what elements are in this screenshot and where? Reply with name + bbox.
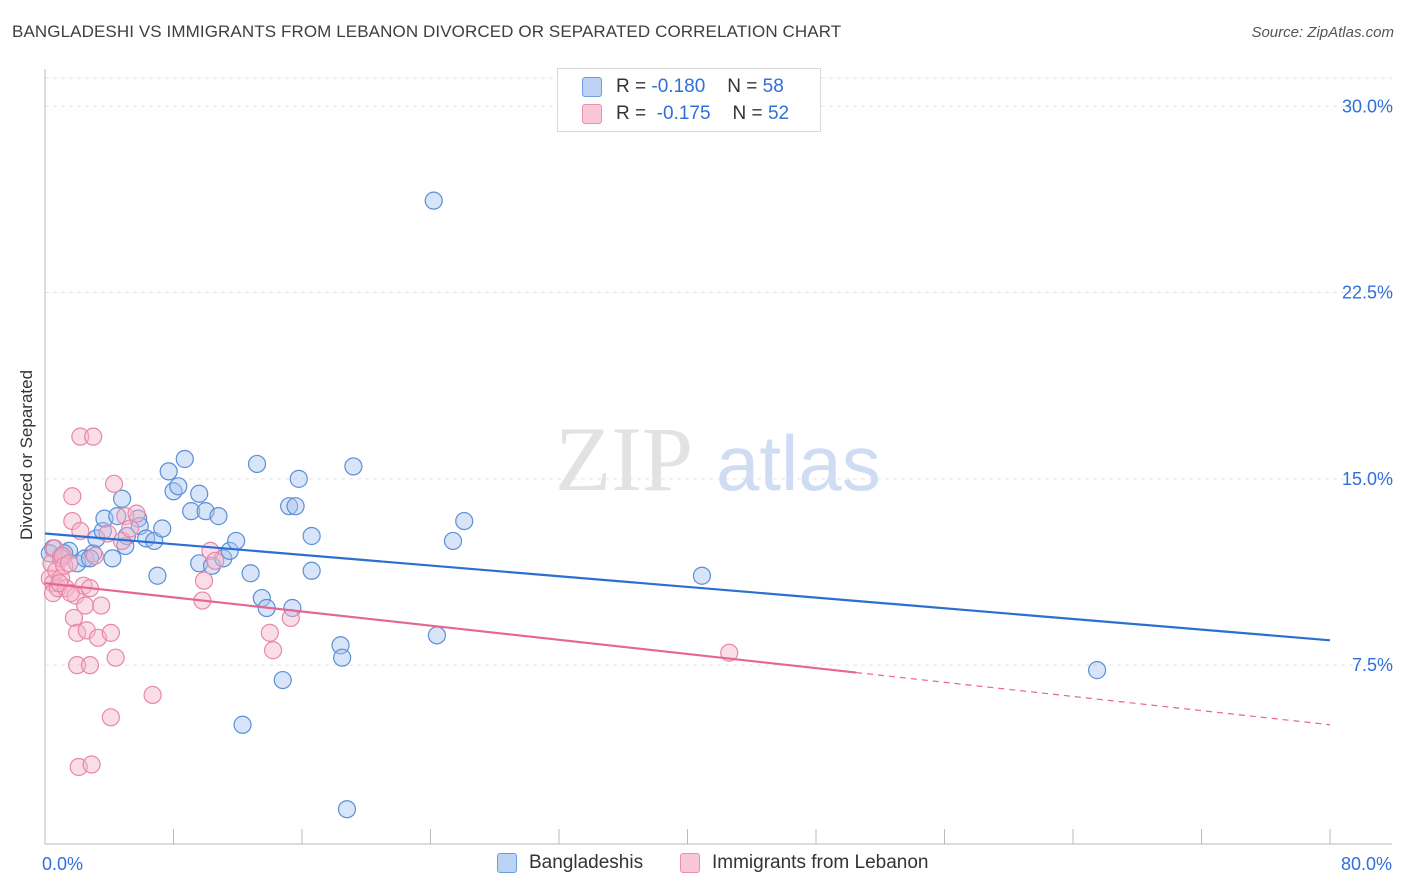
lebanon-trend-line: [44, 582, 857, 674]
bangladeshis-trend-line: [44, 532, 1331, 642]
lebanon-point: [63, 487, 82, 506]
source-credit: Source: ZipAtlas.com: [1251, 24, 1394, 41]
lebanon-point: [263, 641, 283, 660]
legend-row-bangladeshis: R = -0.180 N = 58: [582, 74, 784, 100]
bangladeshis-point: [190, 484, 209, 503]
lebanon-point: [80, 656, 100, 675]
series-legend: Bangladeshis Immigrants from Lebanon: [0, 852, 1406, 878]
bangladeshis-point: [443, 531, 463, 551]
lebanon-point: [61, 584, 80, 603]
bangladeshis-point: [302, 561, 321, 580]
legend-r-label: R =: [616, 76, 647, 97]
lebanon-point: [143, 685, 162, 705]
legend-n-value: 52: [767, 103, 790, 124]
lebanon-point: [260, 623, 279, 642]
y-axis-label: Divorced or Separated: [17, 369, 36, 541]
bangladeshis-point: [286, 497, 305, 516]
legend-n-label: N =: [732, 103, 763, 124]
legend-row-lebanon: R = -0.175 N = 52: [582, 101, 789, 127]
bangladeshis-point: [80, 549, 100, 568]
lebanon-point: [71, 427, 90, 446]
legend-r-label: R =: [616, 103, 647, 124]
lebanon-point: [84, 427, 103, 446]
bangladeshis-point: [227, 531, 246, 551]
blue-swatch: [582, 77, 602, 97]
legend-r-value: -0.175: [656, 103, 711, 124]
lebanon-point: [106, 648, 125, 667]
bangladeshis-point: [103, 549, 122, 568]
x-tick-label: 0.0%: [42, 854, 83, 874]
pink-swatch: [680, 853, 700, 873]
y-tick-label: 30.0%: [1342, 96, 1393, 116]
tick-labels: 7.5% 15.0% 22.5% 30.0% 0.0% 80.0%: [42, 96, 1393, 874]
lebanon-point: [59, 554, 79, 573]
lebanon-point: [55, 556, 74, 575]
bangladeshis-point: [247, 454, 267, 474]
axes: [44, 69, 1392, 845]
legend-n-value: 58: [762, 76, 784, 97]
bangladeshis-point: [148, 566, 167, 585]
bangladeshis-point: [427, 626, 447, 645]
watermark-zip: ZIP: [555, 408, 693, 510]
lebanon-point: [85, 546, 104, 565]
bangladeshis-point: [153, 519, 172, 538]
x-tick-label: 80.0%: [1341, 854, 1392, 874]
bangladeshis-point: [182, 502, 201, 521]
correlation-legend: R = -0.180 N = 58 R = -0.175 N = 52: [557, 68, 821, 132]
legend-item-lebanon[interactable]: Immigrants from Lebanon: [680, 852, 929, 874]
bangladeshis-point: [280, 497, 299, 516]
lebanon-point: [194, 571, 214, 590]
y-tick-label: 7.5%: [1352, 655, 1393, 675]
bangladeshis-point: [112, 489, 132, 508]
lebanon-point: [68, 656, 87, 675]
legend-item-bangladeshis[interactable]: Bangladeshis: [497, 852, 643, 874]
y-tick-label: 15.0%: [1342, 469, 1393, 489]
lebanon-point: [104, 474, 124, 493]
bangladeshis-point: [209, 507, 228, 526]
trend-lines: [44, 532, 1331, 726]
bangladeshis-point: [273, 670, 292, 690]
lebanon-point: [101, 623, 120, 642]
watermark-atlas: atlas: [716, 419, 881, 507]
lebanon-point: [101, 708, 120, 727]
lebanon-points: [40, 427, 739, 777]
lebanon-trend-line-extension: [856, 671, 1331, 726]
bangladeshis-point: [241, 564, 260, 583]
bangladeshis-point: [159, 462, 178, 481]
bangladeshis-point: [175, 449, 194, 469]
lebanon-point: [127, 504, 146, 523]
lebanon-point: [92, 596, 111, 615]
legend-r-value: -0.180: [651, 76, 706, 97]
bangladeshis-point: [289, 469, 308, 488]
legend-item-label: Immigrants from Lebanon: [712, 852, 929, 873]
lebanon-point: [720, 643, 739, 662]
legend-n-label: N =: [727, 76, 758, 97]
pink-swatch: [582, 104, 602, 124]
watermark: ZIP atlas: [555, 408, 881, 510]
lebanon-point: [76, 596, 95, 615]
y-tick-label: 22.5%: [1342, 283, 1393, 303]
bangladeshis-point: [220, 541, 239, 560]
legend-item-label: Bangladeshis: [529, 852, 644, 873]
bangladeshis-point: [169, 477, 188, 496]
bangladeshis-point: [302, 526, 321, 546]
bangladeshis-point: [344, 457, 363, 476]
lebanon-point: [206, 551, 225, 570]
bangladeshis-point: [333, 648, 352, 667]
bangladeshis-point: [337, 800, 357, 819]
bangladeshis-point: [233, 715, 252, 734]
bangladeshis-point: [455, 511, 474, 531]
lebanon-point: [64, 608, 84, 628]
lebanon-point: [82, 755, 101, 774]
bangladeshis-point: [424, 191, 443, 210]
chart-title: BANGLADESHI VS IMMIGRANTS FROM LEBANON D…: [12, 22, 842, 41]
bangladeshis-point: [692, 566, 712, 585]
blue-swatch: [497, 853, 517, 873]
bangladeshis-point: [1087, 661, 1107, 680]
